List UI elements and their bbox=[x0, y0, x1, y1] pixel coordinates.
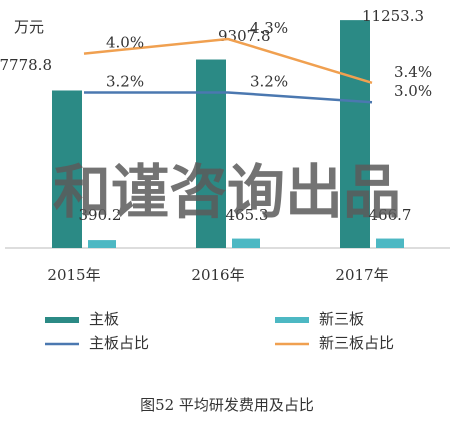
data-label: 466.7 bbox=[369, 206, 412, 224]
bar bbox=[232, 238, 260, 248]
x-tick-label: 2015年 bbox=[47, 266, 100, 284]
data-label: 4.0% bbox=[106, 34, 144, 52]
bar bbox=[88, 240, 116, 248]
bar bbox=[340, 20, 370, 249]
unit-label: 万元 bbox=[14, 18, 44, 36]
data-label: 390.2 bbox=[79, 206, 122, 224]
x-tick-label: 2016年 bbox=[191, 266, 244, 284]
watermark: 和谨咨询出品 bbox=[53, 158, 401, 226]
data-label: 4.3% bbox=[250, 19, 288, 37]
line bbox=[84, 91, 373, 104]
data-label: 3.2% bbox=[250, 72, 288, 90]
legend-swatch bbox=[45, 317, 79, 323]
bar bbox=[52, 90, 82, 248]
x-tick-label: 2017年 bbox=[335, 266, 388, 284]
data-label: 3.2% bbox=[106, 72, 144, 90]
data-label: 7778.8 bbox=[0, 56, 52, 74]
legend-label: 主板 bbox=[89, 310, 119, 328]
line bbox=[83, 37, 373, 84]
legend-label: 新三板 bbox=[319, 310, 364, 328]
bar bbox=[196, 59, 226, 248]
data-label: 3.0% bbox=[394, 82, 432, 100]
data-label: 11253.3 bbox=[362, 7, 424, 25]
legend-swatch bbox=[275, 317, 309, 323]
data-label: 465.3 bbox=[226, 206, 269, 224]
caption: 图52 平均研发费用及占比 bbox=[140, 396, 314, 414]
legend-label: 新三板占比 bbox=[319, 334, 394, 352]
bar bbox=[376, 238, 404, 248]
data-label: 3.4% bbox=[394, 63, 432, 81]
legend-label: 主板占比 bbox=[89, 334, 149, 352]
